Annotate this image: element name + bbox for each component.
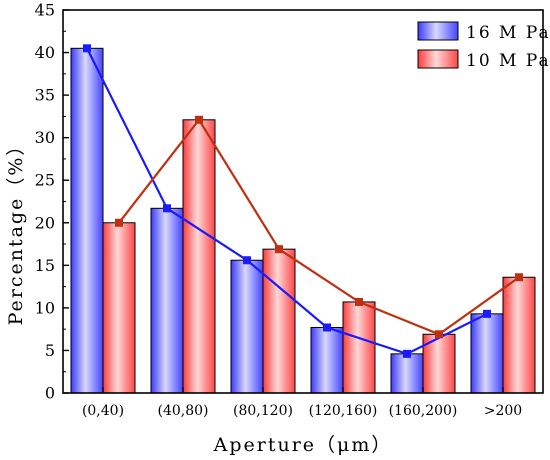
marker-10mpa-5 [515, 273, 523, 282]
x-tick-label: >200 [484, 403, 522, 419]
marker-16mpa-3 [323, 323, 331, 332]
legend-label-16mpa: 16 M Pa [466, 23, 550, 43]
bar-10mpa-3 [342, 301, 376, 394]
line-16mpa [86, 47, 488, 356]
bar-10mpa-0 [102, 222, 136, 394]
marker-16mpa-1 [163, 204, 171, 213]
bar-10mpa-5 [502, 276, 536, 394]
legend-swatch-10mpa [417, 49, 459, 69]
y-tick-label: 40 [35, 43, 55, 62]
y-tick-label: 0 [45, 384, 55, 403]
y-tick-label: 15 [35, 256, 55, 275]
marker-10mpa-3 [355, 297, 363, 306]
y-tick-label: 35 [35, 86, 55, 105]
x-tick-label: (120,160) [309, 403, 378, 419]
y-tick-label: 25 [35, 171, 55, 190]
x-tick-label: (40,80) [157, 403, 208, 419]
bar-10mpa-1 [182, 119, 216, 394]
bar-16mpa-1 [150, 207, 184, 394]
x-tick-label: (80,120) [233, 403, 293, 419]
marker-16mpa-4 [403, 349, 411, 358]
bar-16mpa-4 [390, 353, 424, 394]
lines-layer [83, 44, 523, 358]
bar-10mpa-2 [262, 248, 296, 394]
x-axis: (0,40) (40,80) (80,120) (120,160) (160,200) >… [82, 387, 522, 419]
line-10mpa [118, 117, 520, 336]
y-axis-title: Percentage（%） [5, 135, 27, 326]
y-tick-label: 5 [45, 341, 55, 360]
bar-16mpa-2 [230, 259, 264, 394]
bar-16mpa-5 [470, 313, 504, 394]
marker-10mpa-4 [435, 330, 443, 339]
y-tick-label: 45 [35, 1, 55, 20]
bar-16mpa-0 [70, 47, 104, 394]
y-tick-label: 10 [35, 298, 55, 317]
marker-16mpa-0 [83, 44, 91, 53]
y-tick-label: 20 [35, 213, 55, 232]
x-tick-label: (0,40) [82, 403, 124, 419]
marker-10mpa-2 [275, 245, 283, 254]
y-axis: 0 5 10 15 20 25 30 35 40 45 [35, 1, 69, 403]
y-tick-label: 30 [35, 128, 55, 147]
legend: 16 M Pa 10 M Pa [417, 21, 550, 71]
marker-10mpa-1 [195, 115, 203, 124]
bars-layer [70, 47, 536, 394]
bar-16mpa-3 [310, 326, 344, 394]
marker-16mpa-2 [243, 256, 251, 265]
x-tick-label: (160,200) [389, 403, 458, 419]
marker-10mpa-0 [115, 218, 123, 227]
legend-swatch-16mpa [417, 21, 459, 41]
x-axis-title: Aperture（μm） [213, 434, 393, 456]
marker-16mpa-5 [483, 309, 491, 318]
legend-label-10mpa: 10 M Pa [466, 51, 550, 71]
